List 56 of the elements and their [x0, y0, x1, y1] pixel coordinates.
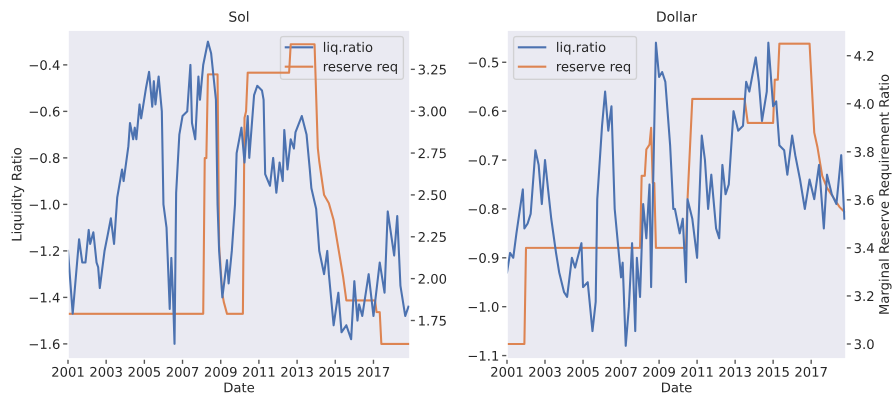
y2-tick-label: 2.25: [418, 232, 446, 242]
x-tick-label: 2005: [128, 366, 160, 377]
x-axis-title: Date: [224, 382, 254, 392]
x-tick-label: 2001: [52, 366, 84, 377]
x-tick-label: 2009: [643, 366, 675, 377]
y2-tick-label: 4.0: [854, 98, 874, 109]
y2-tick-label: 2.75: [418, 148, 446, 158]
y-tick-label: −0.4: [30, 60, 60, 70]
x-tick-label: 2011: [681, 366, 713, 377]
y2-tick-label: 3.6: [854, 195, 874, 206]
x-tick-label: 2017: [795, 366, 827, 377]
x-tick-label: 2005: [567, 366, 599, 377]
y2-tick-label: 3.4: [854, 243, 874, 254]
y2-tick-label: 3.0: [854, 339, 874, 350]
x-tick-label: 2011: [243, 366, 274, 377]
chart-title: Dollar: [657, 11, 698, 22]
x-tick-label: 2003: [90, 366, 122, 377]
y-axis-title: Liquidity Ratio: [11, 148, 24, 240]
x-tick-label: 2003: [529, 366, 561, 377]
x-tick-label: 2015: [757, 366, 789, 377]
y-tick-label: −0.9: [468, 253, 498, 264]
x-tick-label: 2013: [281, 366, 313, 377]
y-tick-label: −1.2: [30, 246, 60, 256]
x-tick-label: 2015: [319, 366, 351, 377]
x-tick-label: 2007: [605, 366, 637, 377]
y-tick-label: −0.8: [468, 204, 498, 214]
y2-tick-label: 1.75: [419, 316, 446, 326]
y-tick-label: −1.1: [468, 350, 498, 361]
legend-label: liq.ratio: [557, 42, 606, 55]
y2-tick-label: 3.2: [854, 291, 874, 302]
y-tick-label: −1.6: [30, 339, 60, 350]
y-tick-label: −1.4: [30, 292, 60, 302]
chart-title: Sol: [229, 11, 248, 22]
y-tick-label: −0.5: [468, 57, 498, 68]
x-axis-title: Date: [662, 382, 692, 392]
y2-axis-title: Marginal Reserve Requirement Ratio: [878, 74, 892, 314]
legend-label: reserve req: [324, 64, 397, 74]
legend-label: liq.ratio: [324, 42, 372, 55]
y2-tick-label: 2.50: [418, 190, 446, 200]
y2-tick-label: 4.2: [854, 50, 874, 61]
x-tick-label: 2009: [204, 366, 237, 377]
y2-tick-label: 3.8: [854, 147, 874, 157]
y-tick-label: −0.7: [468, 155, 498, 166]
y-tick-label: −0.6: [468, 106, 499, 116]
x-tick-label: 2017: [358, 366, 390, 377]
y-tick-label: −1.0: [30, 200, 60, 210]
y-tick-label: −0.6: [30, 106, 60, 117]
legend-label: reserve req: [557, 64, 630, 74]
x-tick-label: 2013: [719, 366, 751, 377]
y2-tick-label: 3.00: [418, 106, 446, 116]
x-tick-label: 2007: [166, 366, 198, 377]
y2-tick-label: 3.25: [418, 64, 446, 75]
x-tick-label: 2001: [491, 366, 523, 377]
y-tick-label: −0.8: [30, 153, 60, 164]
y-tick-label: −1.0: [468, 302, 498, 312]
y2-tick-label: 2.00: [418, 274, 446, 284]
